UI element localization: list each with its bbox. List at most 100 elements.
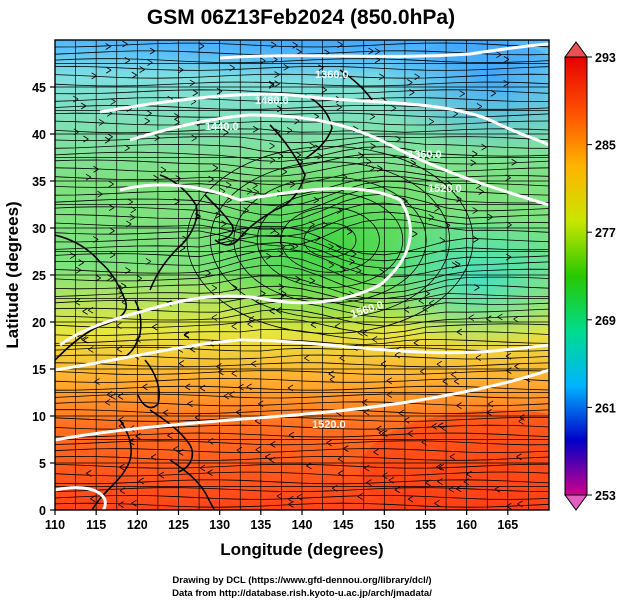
streamline-arrow <box>283 64 289 71</box>
streamline-arrow <box>252 182 258 189</box>
streamline-loop <box>256 191 404 288</box>
streamline-arrow <box>108 180 114 188</box>
streamline-arrow <box>211 314 218 321</box>
x-tick-label: 160 <box>456 518 477 532</box>
streamline-arrow <box>231 322 237 330</box>
streamline-arrow <box>116 345 123 353</box>
streamline-arrow <box>110 98 116 105</box>
streamline-arrow <box>126 220 132 228</box>
streamline-arrow <box>472 150 478 158</box>
streamline-arrow <box>328 243 334 251</box>
streamline-arrow <box>274 80 280 88</box>
streamline-arrow <box>80 102 87 110</box>
streamline-arrow <box>337 455 344 463</box>
streamline-arrow <box>69 252 76 259</box>
streamline-loop <box>209 161 450 319</box>
streamline-arrow <box>456 195 462 203</box>
streamline-arrow <box>184 383 191 391</box>
streamline-arrow <box>505 352 512 360</box>
streamline-arrow <box>150 453 157 461</box>
x-tick-label: 135 <box>250 518 271 532</box>
streamline-arrow <box>412 230 418 238</box>
streamline-arrow <box>154 134 160 142</box>
streamline-arrow <box>343 445 349 452</box>
streamline-arrow <box>328 261 335 269</box>
x-tick-label: 165 <box>497 518 518 532</box>
streamline-arrow <box>288 431 295 439</box>
contour-label: 1520.0 <box>428 183 462 195</box>
streamline-arrow <box>338 470 344 477</box>
streamline-arrow <box>398 409 405 417</box>
streamline-arrow <box>97 190 103 198</box>
streamline-arrow <box>119 487 126 495</box>
streamline-arrow <box>487 213 494 221</box>
streamline-arrow <box>336 103 342 111</box>
x-axis: 110 115 120 125 130 135 140 145 150 155 160 165 <box>45 510 518 532</box>
streamline-arrow <box>451 371 457 378</box>
lat-lon-grid <box>55 40 549 510</box>
streamline-arrow <box>98 119 105 126</box>
streamline-arrow <box>281 168 288 176</box>
streamline-arrow <box>456 402 462 409</box>
streamline-arrow <box>437 478 443 485</box>
y-tick-label: 35 <box>32 175 46 189</box>
colorbar-gradient <box>564 56 588 496</box>
streamline-arrow <box>288 501 294 508</box>
streamline-arrow <box>380 360 387 368</box>
y-tick-label: 10 <box>32 410 46 424</box>
streamline-arrow <box>135 432 141 440</box>
streamline-arrow <box>309 221 315 228</box>
streamline-arrow <box>474 284 480 291</box>
streamline-arrow <box>246 383 252 391</box>
contour-label: 1480.0 <box>255 95 289 107</box>
streamline-arrow <box>83 135 89 143</box>
x-tick-label: 150 <box>374 518 395 532</box>
streamline-arrow <box>151 323 158 331</box>
streamline-arrow <box>116 322 122 329</box>
streamline-arrow <box>337 41 343 48</box>
streamline-arrow <box>373 448 379 456</box>
colorbar: 293 285 277 269 261 253 <box>564 41 616 511</box>
streamline-arrow <box>315 234 321 242</box>
streamline-arrow <box>442 378 448 385</box>
streamline-arrow <box>407 430 413 437</box>
streamline-arrow <box>192 89 198 97</box>
x-tick-label: 140 <box>292 518 313 532</box>
streamline-arrow <box>246 187 253 195</box>
y-tick-label: 0 <box>39 504 46 518</box>
streamline-arrow <box>110 393 116 400</box>
streamline-arrow <box>91 72 97 80</box>
streamline-arrow <box>178 449 184 456</box>
streamline-arrow <box>205 269 211 277</box>
streamline-arrow <box>456 328 463 336</box>
streamline-arrow <box>158 471 165 479</box>
streamline-arrow <box>466 470 472 478</box>
streamline-arrow <box>199 384 206 392</box>
streamline-arrow <box>199 464 206 472</box>
streamline-arrow <box>167 432 173 439</box>
streamline-arrow <box>478 188 484 195</box>
streamline-arrow <box>436 360 443 368</box>
streamline-arrow <box>476 103 483 110</box>
streamline-arrow <box>451 262 458 269</box>
y-tick-label: 5 <box>39 457 46 471</box>
streamline-loop <box>280 207 380 273</box>
streamline-arrow <box>362 399 368 406</box>
y-tick-label: 20 <box>32 316 46 330</box>
streamline-arrow <box>236 446 243 454</box>
streamline-arrow <box>410 159 416 167</box>
streamline-arrow <box>368 47 374 55</box>
streamline-arrow <box>336 245 342 252</box>
streamline-arrow <box>78 259 84 266</box>
streamline-arrow <box>212 164 219 172</box>
streamline-arrow <box>363 408 370 416</box>
streamline-arrow <box>431 422 437 430</box>
streamline-arrow <box>144 117 150 125</box>
streamline-arrow <box>382 472 388 480</box>
x-axis-label: Longitude (degrees) <box>220 540 383 559</box>
streamline-arrow <box>124 144 130 152</box>
streamline-arrow <box>346 228 353 236</box>
streamline-arrow <box>490 89 496 97</box>
streamline-arrow <box>269 142 275 150</box>
streamline-arrow <box>439 237 445 244</box>
